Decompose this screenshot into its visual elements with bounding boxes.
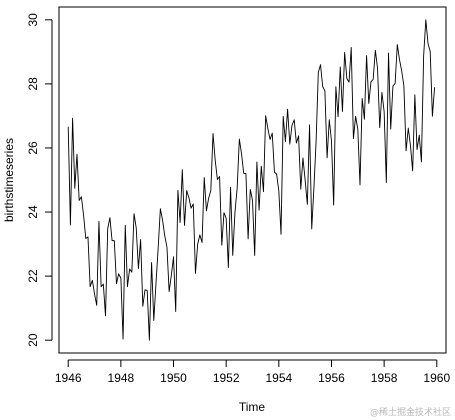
y-axis-title: birthstimeseries: [2, 138, 16, 222]
y-tick-label: 22: [26, 269, 40, 283]
x-tick-label: 1958: [371, 371, 398, 385]
watermark: @稀土掘金技术社区: [369, 408, 451, 418]
x-axis-title: Time: [239, 400, 266, 414]
x-tick-label: 1948: [108, 371, 135, 385]
y-tick-label: 28: [26, 77, 40, 91]
x-axis: 1946 1948 1950 1952 1954 1956 1958 1960: [55, 359, 450, 385]
x-tick-label: 1950: [160, 371, 187, 385]
x-tick-label: 1946: [55, 371, 82, 385]
y-tick-label: 26: [26, 141, 40, 155]
x-tick-label: 1954: [265, 371, 292, 385]
x-tick-label: 1956: [318, 371, 345, 385]
series-line: [67, 19, 436, 341]
y-tick-label: 30: [26, 13, 40, 27]
y-tick-label: 20: [26, 333, 40, 347]
y-axis: 20 22 24 26 28 30: [26, 13, 53, 347]
plot-frame: [58, 6, 447, 354]
x-tick-label: 1960: [423, 371, 450, 385]
x-tick-label: 1952: [213, 371, 240, 385]
y-tick-label: 24: [26, 205, 40, 219]
